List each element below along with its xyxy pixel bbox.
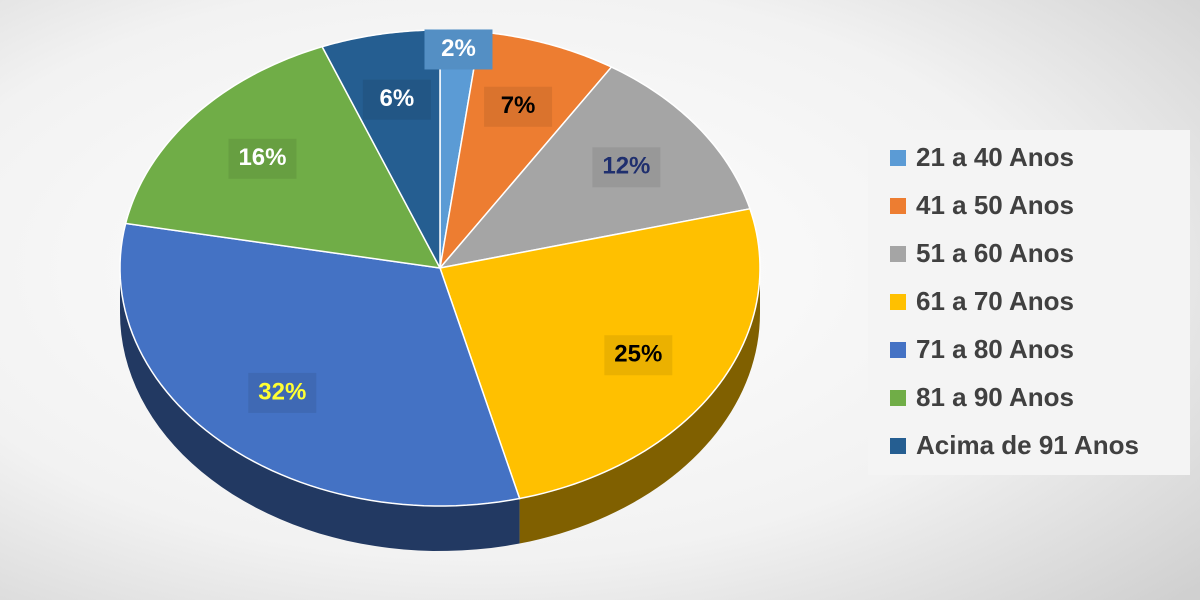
legend-swatch xyxy=(890,294,906,310)
data-label: 2% xyxy=(441,35,476,62)
legend-swatch xyxy=(890,390,906,406)
data-label-box xyxy=(248,372,317,413)
data-label-box xyxy=(362,79,431,120)
data-label: 32% xyxy=(258,378,306,405)
legend-label: 51 a 60 Anos xyxy=(916,238,1074,268)
legend-label: Acima de 91 Anos xyxy=(916,430,1139,460)
legend-label: 71 a 80 Anos xyxy=(916,334,1074,364)
legend-label: 81 a 90 Anos xyxy=(916,382,1074,412)
legend-swatch xyxy=(890,150,906,166)
data-label-box xyxy=(604,335,673,376)
slice xyxy=(119,222,521,507)
data-label: 7% xyxy=(501,92,536,119)
slice-side xyxy=(519,268,760,544)
legend-swatch xyxy=(890,246,906,262)
data-label-box xyxy=(484,86,553,127)
legend-label: 41 a 50 Anos xyxy=(916,190,1074,220)
slice-side xyxy=(120,268,520,551)
data-label-box xyxy=(228,138,297,179)
legend-label: 61 a 70 Anos xyxy=(916,286,1074,316)
data-label-box xyxy=(424,29,493,70)
slice xyxy=(439,207,761,500)
legend-swatch xyxy=(890,438,906,454)
legend-label: 21 a 40 Anos xyxy=(916,142,1074,172)
slice xyxy=(438,31,613,271)
legend-panel xyxy=(868,130,1190,475)
data-label: 6% xyxy=(379,85,414,112)
legend-swatch xyxy=(890,198,906,214)
data-label: 12% xyxy=(602,153,650,180)
data-label-box xyxy=(592,147,661,188)
data-label: 16% xyxy=(238,144,286,171)
legend-swatch xyxy=(890,342,906,358)
data-label: 25% xyxy=(614,341,662,368)
